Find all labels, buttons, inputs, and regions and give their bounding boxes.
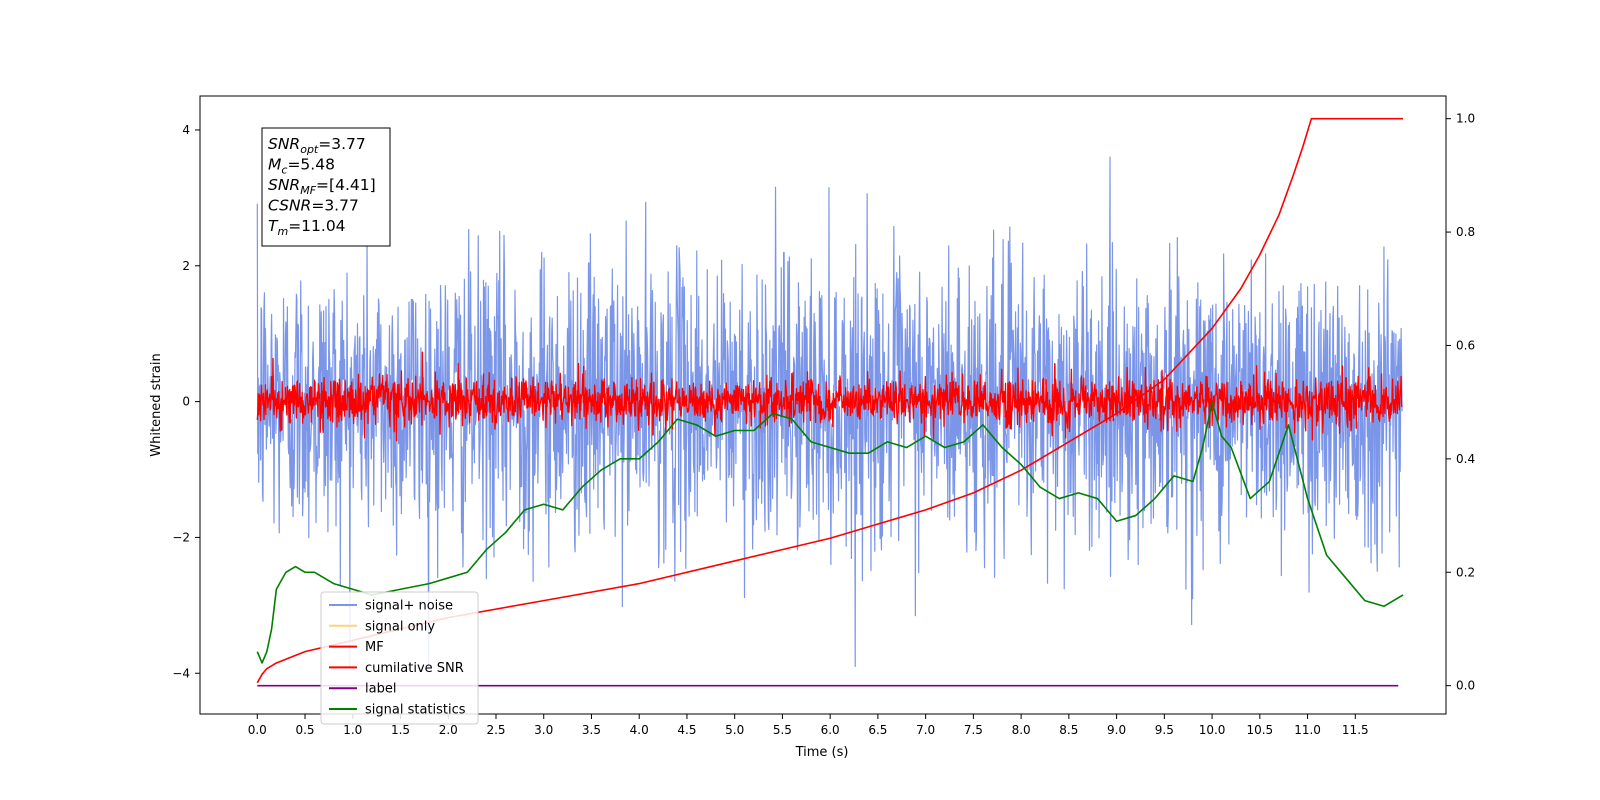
legend: signal+ noise signal only MF cumilative SNR… [320,591,479,725]
legend-label: signal statistics [365,703,466,718]
annotation-frame [261,127,391,247]
annotation-value: =5.48 [287,156,335,174]
y-right-tick-label: 0.0 [1456,679,1475,693]
plot-frame [199,95,1447,715]
x-axis-label: Time (s) [795,745,849,760]
x-tick-label: 2.5 [486,723,505,737]
x-tick-label: 5.0 [725,723,744,737]
y-right-tick-label: 1.0 [1456,112,1475,126]
x-tick-label: 6.0 [821,723,840,737]
legend-label: label [365,682,396,697]
x-axis: 0.0 0.5 1.0 1.5 2.0 2.5 3.0 3.5 4.0 4.5 5.0 5.5 6.0 6… [248,714,1369,737]
x-tick-label: 0.5 [295,723,314,737]
y-right-tick-label: 0.6 [1456,338,1475,352]
y-axis-left: 4 2 0 −2 −4 [172,123,200,680]
annotation-symbol: CSNR [268,197,311,215]
x-tick-label: 4.0 [630,723,649,737]
series-mf [256,351,1403,442]
legend-label: signal only [365,619,435,634]
y-tick-label: 0 [182,395,190,409]
annotation-symbol: SNR [268,176,300,194]
x-tick-label: 10.0 [1199,723,1226,737]
annotation-symbol: M [268,156,281,174]
x-tick-label: 1.5 [391,723,410,737]
x-tick-label: 3.0 [534,723,553,737]
x-tick-label: 3.5 [582,723,601,737]
x-tick-label: 8.0 [1012,723,1031,737]
y-right-tick-label: 0.8 [1456,225,1475,239]
annotation-value: =[4.41] [316,176,376,194]
x-tick-label: 5.5 [773,723,792,737]
x-tick-label: 9.5 [1155,723,1174,737]
annotation-value: =3.77 [311,197,359,215]
y-tick-label: 2 [182,259,190,273]
series-signal-noise [256,156,1403,668]
annotation-symbol: SNR [268,135,300,153]
y-tick-label: −4 [172,666,190,680]
annotation-subscript: MF [300,184,316,197]
y-axis-right: 1.0 0.8 0.6 0.4 0.2 0.0 [1446,112,1475,693]
annotation-line: Tm=11.04 [268,217,346,238]
y-right-tick-label: 0.4 [1456,452,1475,466]
annotation-symbol: T [268,217,279,235]
x-tick-label: 11.5 [1342,723,1369,737]
annotation-value: =11.04 [288,217,345,235]
x-tick-label: 9.0 [1107,723,1126,737]
y-tick-label: −2 [172,530,190,544]
x-tick-label: 8.5 [1059,723,1078,737]
x-tick-label: 0.0 [248,723,267,737]
annotation-subscript: c [281,164,287,177]
x-tick-label: 11.0 [1294,723,1321,737]
annotation-line: CSNR=3.77 [268,197,359,215]
x-tick-label: 7.5 [964,723,983,737]
legend-label: MF [365,640,384,655]
annotation-line: SNRopt=3.77 [268,135,366,156]
annotation-value: =3.77 [318,135,366,153]
annotation-line: SNRMF=[4.41] [268,176,376,197]
y-right-tick-label: 0.2 [1456,565,1475,579]
legend-label: cumilative SNR [365,661,464,676]
legend-frame [320,591,479,725]
annotation-line: Mc=5.48 [268,156,335,177]
x-tick-label: 10.5 [1246,723,1273,737]
annotation-box: SNRopt=3.77Mc=5.48SNRMF=[4.41]CSNR=3.77T… [261,127,391,247]
y-tick-label: 4 [182,123,190,137]
x-tick-label: 2.0 [439,723,458,737]
annotation-subscript: m [277,225,288,238]
x-tick-label: 4.5 [677,723,696,737]
legend-label: signal+ noise [365,599,453,614]
x-tick-label: 1.0 [343,723,362,737]
annotation-subscript: opt [300,143,319,156]
x-tick-label: 6.5 [868,723,887,737]
x-tick-label: 7.0 [916,723,935,737]
y-axis-label: Whitened strain [149,353,164,456]
